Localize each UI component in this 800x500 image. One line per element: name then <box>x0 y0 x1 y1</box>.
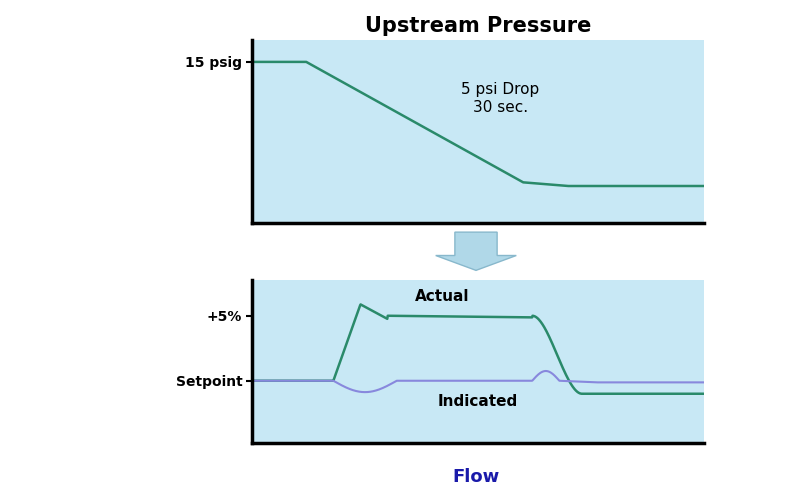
Text: Flow: Flow <box>452 468 500 486</box>
Text: 5 psi Drop
30 sec.: 5 psi Drop 30 sec. <box>462 82 540 114</box>
Text: Actual: Actual <box>414 289 469 304</box>
Polygon shape <box>436 232 516 270</box>
Title: Upstream Pressure: Upstream Pressure <box>365 16 591 36</box>
Text: Indicated: Indicated <box>438 394 518 409</box>
